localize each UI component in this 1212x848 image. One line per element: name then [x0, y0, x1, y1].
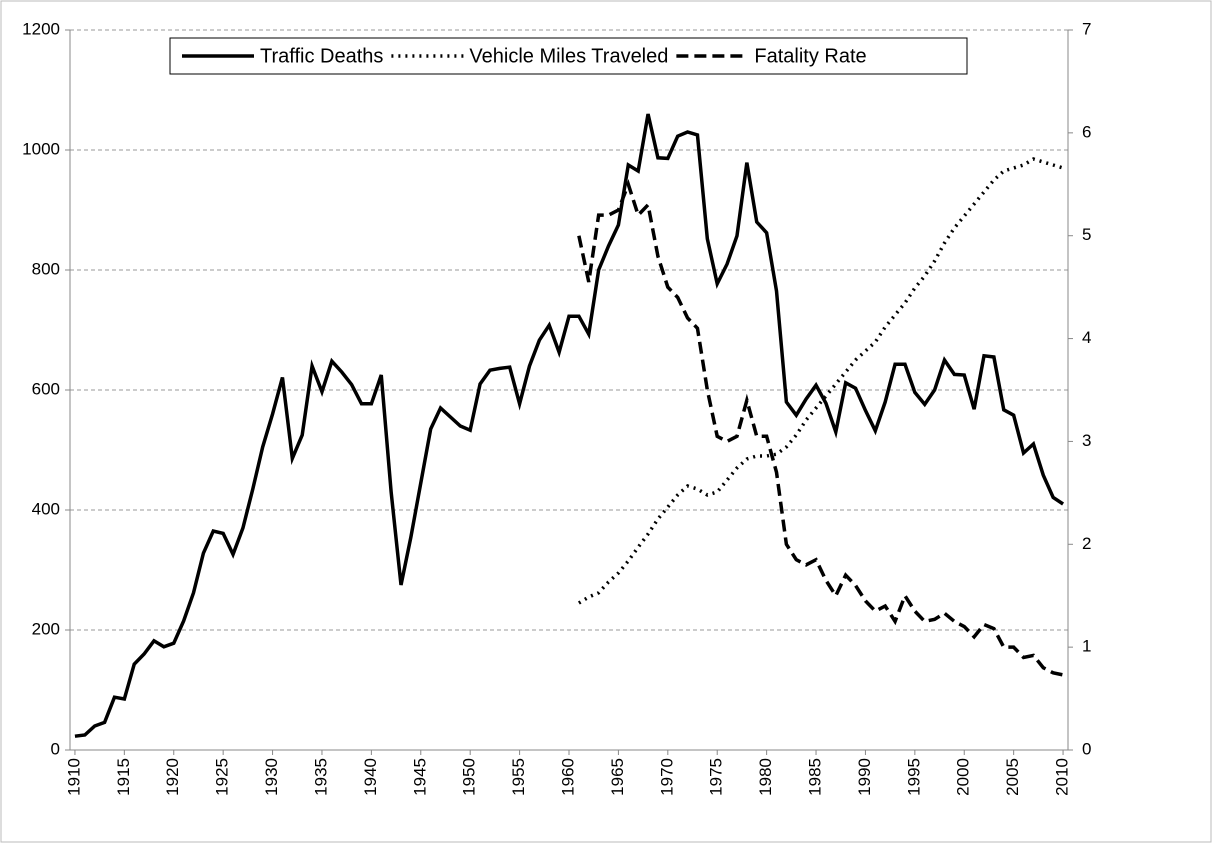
x-tick-label: 1945 [410, 758, 429, 796]
y-tick-label: 800 [32, 259, 60, 278]
series-line [74, 113, 1065, 738]
x-tick-label: 1975 [707, 758, 726, 796]
x-tick-label: 1940 [361, 758, 380, 796]
y2-tick-label: 6 [1082, 122, 1091, 141]
x-tick-label: 1980 [756, 758, 775, 796]
x-tick-label: 1920 [163, 758, 182, 796]
x-tick-label: 1930 [262, 758, 281, 796]
legend-label: Traffic Deaths [260, 45, 383, 67]
x-tick-label: 1970 [657, 758, 676, 796]
x-tick-label: 1955 [509, 758, 528, 796]
legend-box [169, 37, 968, 75]
x-tick-label: 2010 [1053, 758, 1072, 796]
x-tick-label: 1985 [806, 758, 825, 796]
x-tick-label: 1915 [114, 758, 133, 796]
y-tick-label: 200 [32, 619, 60, 638]
x-tick-label: 1960 [558, 758, 577, 796]
y-tick-label: 400 [32, 499, 60, 518]
y2-tick-label: 0 [1082, 739, 1091, 758]
x-tick-label: 1990 [855, 758, 874, 796]
legend-label: Fatality Rate [754, 45, 866, 67]
x-tick-label: 2000 [954, 758, 973, 796]
x-tick-label: 1950 [460, 758, 479, 796]
y-tick-label: 1000 [22, 139, 60, 158]
y2-tick-label: 7 [1082, 19, 1091, 38]
series-line [577, 179, 1064, 677]
y2-tick-label: 1 [1082, 637, 1091, 656]
series-line [577, 157, 1064, 605]
x-tick-label: 1910 [64, 758, 83, 796]
y2-tick-label: 4 [1082, 328, 1091, 347]
x-tick-label: 1935 [311, 758, 330, 796]
x-tick-label: 1965 [608, 758, 627, 796]
y2-tick-label: 2 [1082, 534, 1091, 553]
x-tick-label: 1995 [904, 758, 923, 796]
y-tick-label: 1200 [22, 19, 60, 38]
y-tick-label: 0 [51, 739, 60, 758]
y2-tick-label: 3 [1082, 431, 1091, 450]
y2-tick-label: 5 [1082, 225, 1091, 244]
legend-label: Vehicle Miles Traveled [469, 45, 668, 67]
y-tick-label: 600 [32, 379, 60, 398]
x-tick-label: 1925 [213, 758, 232, 796]
x-tick-label: 2005 [1003, 758, 1022, 796]
